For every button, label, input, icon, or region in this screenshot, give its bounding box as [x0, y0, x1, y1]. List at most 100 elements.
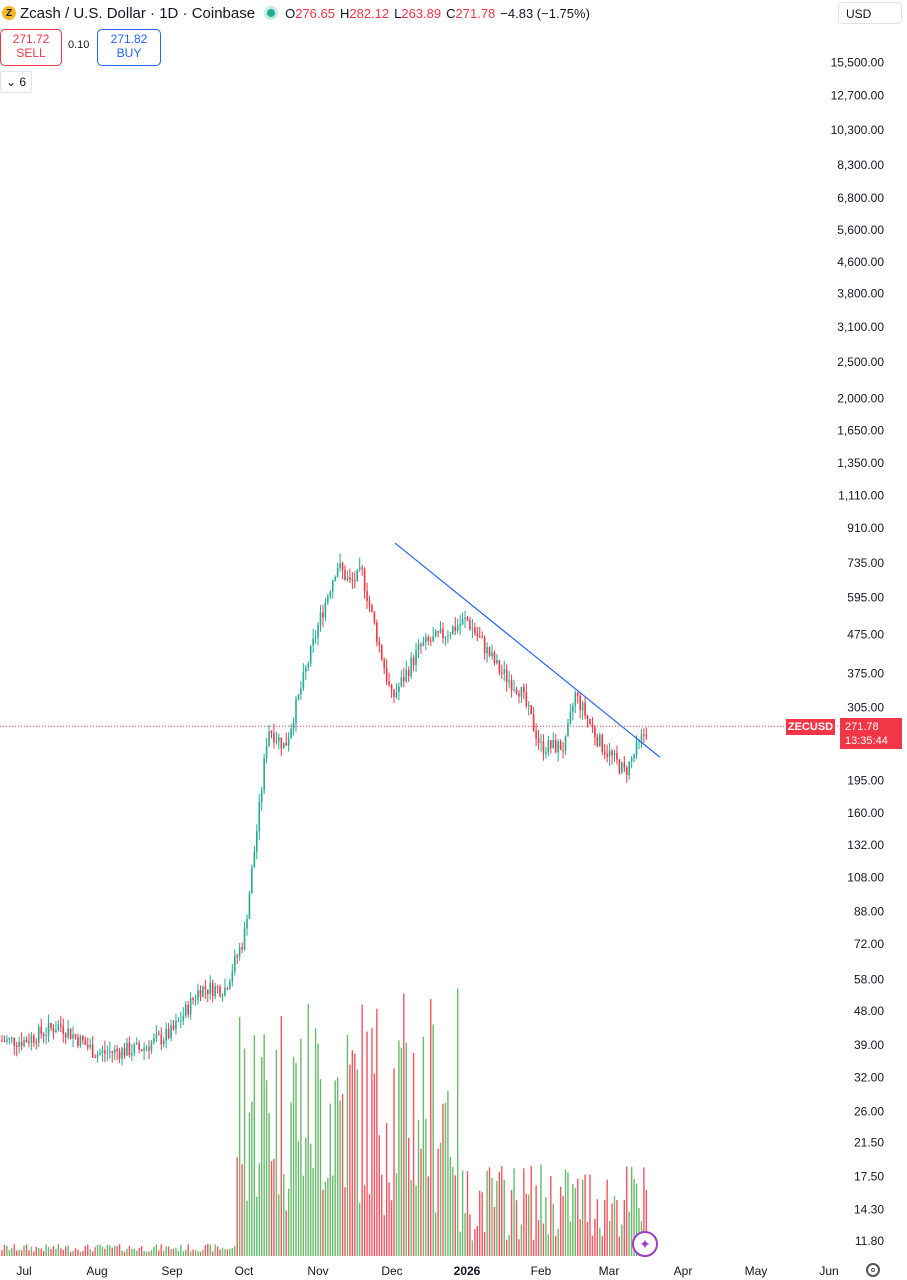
- candle-body: [20, 1042, 23, 1047]
- time-tick-label: Sep: [161, 1264, 183, 1278]
- volume-bar: [542, 1223, 545, 1256]
- price-tick-label: 108.00: [847, 871, 884, 885]
- candle-body: [554, 739, 557, 753]
- volume-bar: [417, 1119, 420, 1256]
- candle-body: [349, 577, 351, 580]
- price-tick-label: 195.00: [847, 774, 884, 788]
- sparkle-icon[interactable]: ✦: [632, 1231, 658, 1257]
- candle-body: [162, 1040, 165, 1045]
- volume-bar: [564, 1169, 567, 1256]
- candle-body: [275, 741, 278, 743]
- price-tick-label: 910.00: [847, 521, 884, 535]
- candle-body: [64, 1033, 67, 1038]
- volume-bar: [447, 1090, 449, 1256]
- volume-bar: [94, 1247, 96, 1256]
- candle-body: [28, 1042, 30, 1044]
- candle-body: [361, 567, 363, 570]
- volume-bar: [307, 1003, 309, 1256]
- candle-body: [282, 742, 285, 749]
- volume-bar: [567, 1172, 569, 1256]
- indicators-toggle[interactable]: ⌄ 6: [0, 71, 33, 93]
- price-tick-label: 12,700.00: [831, 88, 885, 102]
- candle-body: [461, 619, 464, 625]
- volume-bar: [65, 1246, 67, 1256]
- volume-bar: [158, 1250, 160, 1256]
- volume-bar: [297, 1141, 300, 1256]
- volume-bar: [278, 1194, 280, 1256]
- volume-bar: [581, 1179, 584, 1256]
- candle-body: [11, 1037, 13, 1039]
- candle-body: [292, 723, 295, 729]
- symbol-title[interactable]: Zcash / U.S. Dollar · 1D · Coinbase: [20, 4, 256, 22]
- candle-body: [356, 569, 359, 581]
- candle-body: [491, 652, 493, 657]
- candle-body: [273, 733, 275, 743]
- volume-bar: [569, 1221, 572, 1256]
- currency-select[interactable]: USD: [838, 2, 902, 24]
- volume-bar: [427, 1176, 429, 1256]
- candle-body: [581, 702, 584, 711]
- candle-body: [545, 752, 547, 754]
- candle-body: [175, 1021, 177, 1030]
- volume-bar: [143, 1251, 145, 1256]
- candle-body: [354, 580, 356, 582]
- change-value: −4.83 (−1.75%): [500, 5, 590, 21]
- trendline[interactable]: [394, 542, 661, 758]
- volume-bar: [241, 1164, 243, 1256]
- volume-bar: [226, 1249, 229, 1256]
- volume-bar: [23, 1245, 25, 1256]
- volume-bar: [251, 1101, 253, 1256]
- volume-bar: [623, 1199, 625, 1256]
- volume-bar: [231, 1247, 233, 1256]
- candle-body: [390, 684, 393, 690]
- candle-body: [172, 1025, 175, 1030]
- candle-body: [486, 647, 488, 654]
- volume-bar: [393, 1068, 395, 1256]
- volume-bar: [410, 1180, 412, 1256]
- market-status-icon[interactable]: [267, 9, 276, 17]
- volume-bar: [591, 1235, 594, 1256]
- candle-body: [69, 1028, 72, 1039]
- candle-body: [346, 577, 349, 580]
- settings-icon[interactable]: [866, 1263, 880, 1277]
- volume-bar: [275, 1049, 278, 1256]
- candle-body: [37, 1026, 40, 1043]
- volume-bar: [106, 1244, 109, 1256]
- candle-body: [278, 737, 280, 742]
- volume-bar: [236, 1157, 238, 1256]
- candle-body: [623, 762, 626, 768]
- price-tick-label: 8,300.00: [837, 158, 884, 172]
- candle-body: [30, 1035, 33, 1043]
- candle-body: [202, 986, 204, 997]
- chevron-down-icon: ⌄: [6, 75, 17, 89]
- price-tick-label: 160.00: [847, 806, 884, 820]
- candle-body: [576, 692, 579, 696]
- candle-body: [618, 759, 621, 773]
- volume-bar: [197, 1251, 199, 1256]
- volume-bar: [552, 1203, 554, 1256]
- volume-bar: [295, 1062, 297, 1256]
- indicators-count: 6: [19, 75, 27, 89]
- volume-bar: [332, 1175, 334, 1256]
- candle-body: [415, 650, 417, 666]
- candle-body: [317, 625, 319, 638]
- last-price-value: 271.78: [845, 721, 879, 733]
- candle-body: [466, 618, 469, 621]
- time-tick-label: Dec: [381, 1264, 402, 1278]
- price-tick-label: 1,650.00: [837, 423, 884, 437]
- candle-body: [513, 689, 515, 691]
- volume-bar: [545, 1197, 547, 1256]
- candle-body: [314, 637, 317, 639]
- volume-bar: [72, 1250, 74, 1256]
- volume-bar: [398, 1040, 400, 1256]
- volume-bar: [528, 1194, 530, 1256]
- candle-body: [74, 1034, 77, 1038]
- candle-body: [579, 695, 581, 711]
- candle-body: [77, 1037, 79, 1046]
- sell-button[interactable]: 271.72 SELL: [0, 29, 62, 66]
- volume-bar: [359, 1202, 361, 1256]
- buy-button[interactable]: 271.82 BUY: [97, 29, 161, 66]
- volume-bar: [224, 1249, 226, 1256]
- candle-body: [153, 1038, 155, 1043]
